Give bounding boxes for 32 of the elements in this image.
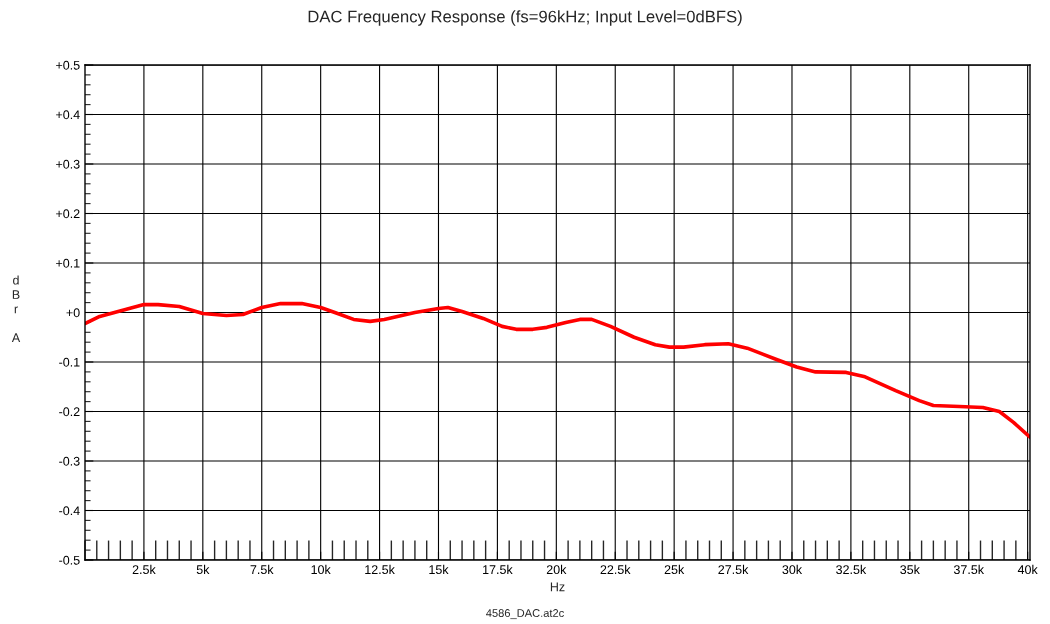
x-tick-label: 25k [664, 564, 685, 575]
text: 4586_DAC.at2c [486, 609, 564, 620]
line-series [85, 301, 1030, 440]
y-tick-label: +0.4 [56, 110, 80, 120]
y-tick-label: -0.1 [59, 357, 80, 367]
y-tick-label: +0.5 [56, 60, 80, 70]
y-tick-label: -0.2 [59, 407, 80, 417]
y-tick-label: +0.3 [56, 159, 80, 169]
x-tick-label: 35k [900, 564, 920, 575]
text: dBr A [11, 275, 21, 342]
chart-title: DAC Frequency Response (fs=96kHz; Input Level=0dBFS) [308, 10, 742, 26]
x-tick-label: 40k [1017, 564, 1038, 575]
x-tick-label: 2.5k [132, 564, 156, 575]
x-tick-label: 20k [546, 564, 567, 575]
x-tick-label: 37.5k [953, 564, 985, 575]
x-tick-label: 12.5k [365, 564, 395, 575]
x-tick-label: 22.5k [600, 564, 631, 575]
x-tick-label: 15k [429, 564, 449, 575]
x-tick-label: 5k [196, 564, 210, 575]
y-tick-label: +0.1 [56, 258, 80, 268]
x-tick-label: 10k [311, 564, 331, 575]
y-tick-label: -0.4 [59, 506, 80, 516]
x-tick-label: 27.5k [718, 564, 749, 575]
x-tick-label: 30k [782, 564, 803, 575]
x-axis-title: Hz [550, 582, 565, 592]
y-tick-label: +0 [66, 308, 80, 318]
y-tick-label: +0.2 [56, 209, 80, 219]
y-tick-label: -0.3 [59, 456, 80, 466]
x-tick-label: 7.5k [250, 564, 274, 575]
x-tick-label: 17.5k [483, 564, 513, 575]
x-tick-label: 32.5k [836, 564, 867, 575]
y-tick-label: -0.5 [59, 555, 80, 565]
